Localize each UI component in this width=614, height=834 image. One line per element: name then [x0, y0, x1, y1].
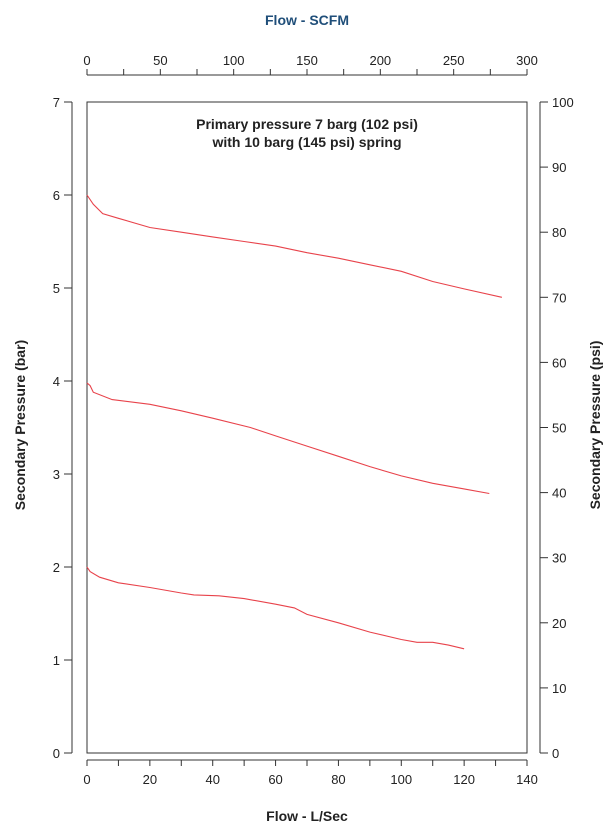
x2-tick-label: 200 [369, 53, 391, 68]
y2-tick-label: 70 [552, 290, 566, 305]
x2-tick-label: 0 [83, 53, 90, 68]
x2-tick-label: 300 [516, 53, 538, 68]
series-line-2 [86, 382, 490, 495]
y2-tick-label: 20 [552, 616, 566, 631]
curves-layer [86, 194, 503, 650]
x-tick-label: 0 [83, 772, 90, 787]
x-tick-label: 80 [331, 772, 345, 787]
chart-title: Primary pressure 7 barg (102 psi) [196, 116, 418, 132]
chart-subtitle: with 10 barg (145 psi) spring [211, 134, 401, 150]
x2-axis-label: Flow - SCFM [265, 12, 349, 28]
series-line-3 [86, 566, 465, 650]
series-line-1 [86, 194, 503, 298]
y-tick-label: 1 [53, 653, 60, 668]
y2-tick-label: 40 [552, 486, 566, 501]
y2-tick-label: 30 [552, 551, 566, 566]
y-tick-label: 7 [53, 95, 60, 110]
y-tick-label: 2 [53, 560, 60, 575]
y2-tick-label: 0 [552, 746, 559, 761]
y2-tick-label: 80 [552, 225, 566, 240]
y-tick-label: 3 [53, 467, 60, 482]
x-tick-label: 20 [143, 772, 157, 787]
y2-tick-label: 10 [552, 681, 566, 696]
y2-tick-label: 90 [552, 160, 566, 175]
x-tick-label: 120 [453, 772, 475, 787]
y-tick-label: 4 [53, 374, 60, 389]
y-tick-label: 6 [53, 188, 60, 203]
x2-tick-label: 150 [296, 53, 318, 68]
x-tick-label: 60 [268, 772, 282, 787]
x-tick-label: 40 [205, 772, 219, 787]
y-tick-label: 0 [53, 746, 60, 761]
y2-tick-label: 50 [552, 421, 566, 436]
x2-tick-label: 50 [153, 53, 167, 68]
y2-tick-label: 100 [552, 95, 574, 110]
x-tick-label: 100 [390, 772, 412, 787]
x-tick-label: 140 [516, 772, 538, 787]
x-axis-label: Flow - L/Sec [266, 808, 348, 824]
plot-frame [86, 101, 528, 754]
y-tick-label: 5 [53, 281, 60, 296]
x2-tick-label: 250 [443, 53, 465, 68]
y2-tick-label: 60 [552, 355, 566, 370]
x2-tick-label: 100 [223, 53, 245, 68]
